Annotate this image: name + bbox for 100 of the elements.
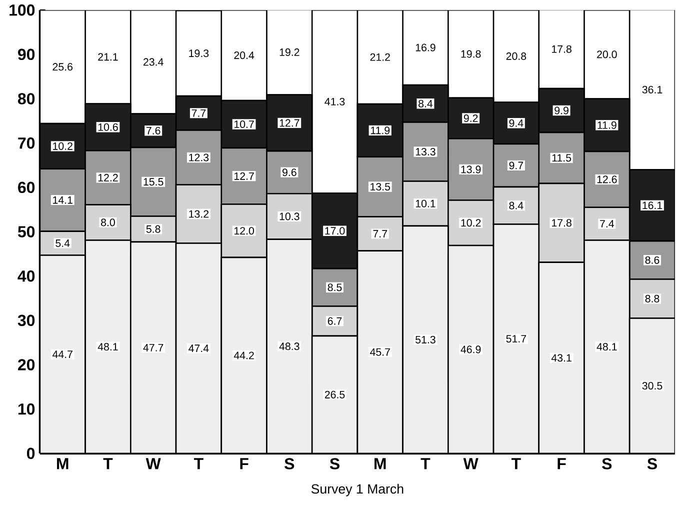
data-label: 48.1 [596,343,617,351]
data-label: 20.8 [506,52,526,60]
data-label: 9.6 [282,168,296,176]
data-label: 51.7 [506,335,526,343]
data-label: 13.3 [416,148,436,156]
x-tick-label: M [374,458,386,470]
data-label: 8.4 [509,202,524,210]
data-label: 16.9 [416,44,436,52]
data-label: 8.4 [418,100,433,108]
data-label: 5.8 [146,225,160,234]
y-tick-label: 40 [18,270,35,282]
x-tick-label: T [420,458,430,470]
data-label: 11.9 [598,122,616,130]
data-label: 11.9 [370,126,390,134]
data-label: 41.3 [324,98,345,106]
data-label: 12.6 [597,176,617,184]
data-label: 13.5 [370,183,390,191]
data-label: 17.8 [552,219,572,227]
data-label: 44.7 [52,350,72,358]
data-label: 15.5 [144,178,164,186]
data-label: 10.3 [280,212,300,220]
data-label: 36.1 [642,86,662,94]
data-label: 8.6 [645,256,660,264]
data-label: 12.0 [234,227,254,235]
bar [311,192,358,270]
data-label: 48.3 [279,342,300,350]
data-label: 10.1 [416,200,436,208]
data-label: 16.1 [642,202,662,210]
data-label: 10.7 [234,120,254,128]
data-label: 9.9 [554,106,568,114]
data-label: 8.0 [101,218,115,226]
y-tick-label: 80 [18,93,35,105]
data-label: 9.2 [464,114,478,122]
y-tick-label: 100 [10,4,35,16]
data-label: 26.5 [324,391,345,399]
data-label: 9.7 [509,162,524,170]
data-label: 46.9 [460,346,481,354]
x-tick-label: M [57,458,68,470]
data-label: 12.3 [189,154,209,162]
data-label: 17.8 [552,46,572,54]
x-tick-label: T [512,458,521,470]
x-tick-label: T [194,458,204,470]
data-label: 19.3 [189,50,209,58]
data-label: 10.6 [98,124,118,132]
data-label: 10.2 [53,142,72,150]
y-tick-label: 50 [18,226,35,238]
data-label: 23.4 [144,58,164,66]
x-tick-label: T [103,458,113,470]
data-label: 10.2 [461,219,481,227]
data-label: 51.3 [416,336,436,344]
x-tick-label: W [146,458,161,470]
data-label: 7.4 [600,220,614,228]
data-label: 20.4 [234,52,254,60]
bar [628,169,675,242]
data-label: 12.7 [280,119,300,127]
data-label: 25.6 [52,63,73,71]
data-label: 19.2 [280,48,300,56]
x-tick-label: S [647,458,657,470]
y-tick-label: 30 [18,314,35,326]
y-tick-label: 10 [18,404,35,415]
data-label: 7.6 [146,127,160,135]
data-label: 48.1 [98,343,118,351]
x-tick-label: S [330,458,340,470]
data-label: 5.4 [56,240,70,248]
data-label: 21.2 [370,54,390,61]
data-label: 20.0 [597,50,617,58]
data-label: 8.5 [328,284,342,292]
data-label: 30.5 [642,382,662,390]
x-tick-label: S [602,458,612,470]
y-tick-label: 0 [26,448,35,460]
x-tick-label: W [463,458,478,470]
data-label: 21.1 [98,53,118,61]
data-label: 13.2 [189,210,209,218]
data-label: 14.1 [53,196,72,204]
data-label: 13.9 [461,166,481,174]
data-label: 11.5 [552,154,572,162]
data-label: 12.2 [98,174,118,182]
data-label: 45.7 [370,348,390,356]
x-tick-label: F [240,458,248,470]
data-label: 47.7 [143,344,164,352]
x-axis-title: Survey 1 March [311,484,404,496]
data-label: 7.7 [373,230,387,238]
bar [311,268,358,308]
data-label: 6.7 [328,317,342,326]
data-label: 12.7 [234,172,254,180]
x-tick-label: F [558,458,566,470]
data-label: 17.0 [325,227,345,235]
y-tick-label: 20 [18,359,35,371]
y-tick-label: 60 [18,182,35,194]
y-tick-label: 90 [18,48,35,60]
data-label: 44.2 [234,352,254,360]
data-label: 19.8 [461,50,481,58]
data-label: 8.8 [645,295,660,303]
data-label: 7.7 [192,110,206,117]
data-label: 9.4 [509,120,524,128]
bar [628,240,675,280]
data-label: 43.1 [551,354,572,362]
x-tick-label: S [284,458,294,470]
data-label: 47.4 [188,344,209,352]
y-tick-label: 70 [18,138,35,149]
